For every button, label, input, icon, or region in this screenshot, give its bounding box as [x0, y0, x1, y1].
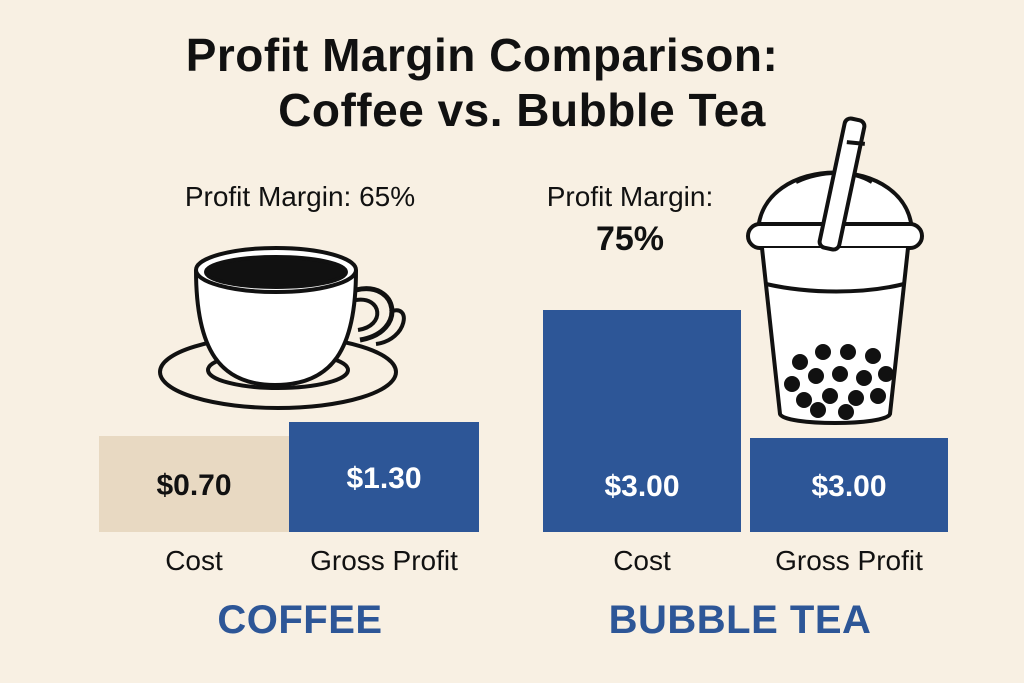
coffee-gross-profit-bar — [289, 422, 479, 532]
coffee-cost-bar — [99, 436, 289, 532]
bubble-tea-margin-label: Profit Margin: — [546, 181, 714, 212]
bubble-tea-gross-profit-bar — [750, 438, 948, 532]
coffee-cost-value-label: $0.70 — [156, 469, 231, 502]
chart-title: Profit Margin Comparison: Coffee vs. Bub… — [0, 28, 1024, 138]
bubble-tea-gross-profit-category-label: Gross Profit — [775, 545, 923, 576]
coffee-cup-icon — [158, 246, 406, 410]
bubble-tea-gross-profit-value-label: $3.00 — [811, 470, 886, 503]
chart-title-line-2: Coffee vs. Bubble Tea — [278, 84, 766, 136]
bubble-tea-margin-value: 75% — [595, 220, 665, 258]
coffee-profit-margin: Profit Margin: 65% — [184, 181, 416, 212]
coffee-gross-profit-value-label: $1.30 — [346, 462, 421, 495]
bubble-tea-profit-margin: Profit Margin: 75% — [500, 180, 760, 256]
coffee-group-label: COFFEE — [217, 598, 383, 642]
coffee-cost-category-label: Cost — [165, 545, 223, 576]
bubble-tea-group-label: BUBBLE TEA — [608, 598, 872, 642]
bubble-tea-cost-bar — [543, 310, 741, 532]
bubble-tea-cup-icon — [746, 116, 924, 425]
chart-title-line-1: Profit Margin Comparison: — [185, 29, 779, 81]
bubble-tea-cost-value-label: $3.00 — [604, 470, 679, 503]
coffee-gross-profit-category-label: Gross Profit — [310, 545, 458, 576]
bubble-tea-cost-category-label: Cost — [613, 545, 671, 576]
